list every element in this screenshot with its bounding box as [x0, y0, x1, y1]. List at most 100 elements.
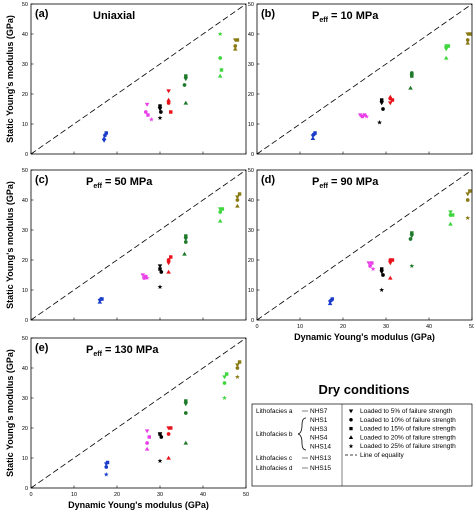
data-point-nhs2 — [381, 107, 385, 111]
data-point-nhs7 — [103, 471, 109, 477]
data-point-nhs14 — [183, 440, 189, 445]
data-point-nhs2 — [159, 435, 164, 439]
panel-b: 0 10 20 30 40 50 (b) Peff = 10 MPa — [248, 2, 473, 158]
data-point-nhs2 — [159, 270, 164, 274]
y-tick-label: 10 — [22, 122, 28, 128]
panel-title: Peff = 90 MPa — [312, 176, 379, 190]
y-tick-label: 0 — [25, 486, 28, 492]
y-tick-label: 30 — [248, 228, 254, 234]
y-tick-label: 0 — [25, 318, 28, 324]
data-point-nhs2 — [158, 432, 162, 436]
data-point-nhs1 — [140, 273, 146, 278]
legend-marker-tri-down — [348, 409, 354, 414]
x-tick-label: 50 — [469, 324, 474, 330]
y-tick-label: 10 — [22, 288, 28, 294]
y-tick-label: 20 — [248, 258, 254, 264]
data-point-nhs13 — [465, 40, 470, 45]
data-point-nhs7 — [327, 301, 333, 306]
data-point-nhs1 — [147, 435, 151, 439]
panel-tag: (a) — [35, 8, 49, 20]
data-point-nhs4 — [218, 210, 223, 214]
equality-line — [30, 337, 247, 489]
y-tick-label: 50 — [22, 2, 28, 8]
data-point-nhs3 — [388, 261, 393, 266]
legend-box — [251, 403, 473, 487]
x-tick-label: 20 — [340, 324, 346, 330]
data-point-nhs2 — [159, 110, 163, 114]
y-tick-label: 40 — [22, 198, 28, 204]
lithofacies-a-label: Lithofacies a — [256, 408, 293, 415]
y-tick-label: 40 — [22, 32, 28, 38]
panel-tag: (e) — [35, 342, 49, 354]
y-axis-title: Static Young's modulus (GPa) — [5, 15, 15, 143]
panel-tag: (b) — [261, 8, 275, 20]
data-point-nhs14 — [182, 251, 187, 256]
data-point-nhs13 — [233, 44, 238, 48]
data-point-nhs1 — [364, 113, 370, 119]
data-point-nhs2 — [381, 273, 385, 277]
data-point-nhs14 — [409, 234, 415, 239]
data-point-nhs7 — [101, 136, 107, 141]
data-point-nhs1 — [144, 102, 150, 107]
data-point-nhs3 — [166, 101, 171, 105]
legend-marker-tri-up — [348, 435, 354, 439]
data-point-nhs14 — [183, 77, 189, 82]
data-point-nhs1 — [144, 446, 150, 451]
data-point-nhs2 — [157, 115, 163, 121]
data-point-nhs2 — [158, 104, 162, 108]
data-point-nhs3 — [166, 269, 171, 274]
legend-sample-nhs4: NHS4 — [310, 435, 328, 442]
data-point-nhs4 — [220, 207, 225, 211]
data-point-nhs7 — [330, 297, 334, 301]
data-point-nhs7 — [97, 299, 103, 304]
data-point-nhs13 — [465, 198, 470, 202]
data-point-nhs2 — [379, 101, 384, 106]
data-point-nhs3 — [388, 101, 393, 106]
y-tick-label: 50 — [248, 168, 254, 174]
data-point-nhs13 — [235, 195, 240, 200]
panel-title: Uniaxial — [93, 10, 135, 22]
data-point-nhs13 — [465, 215, 471, 221]
data-point-nhs13 — [468, 189, 472, 193]
legend-brace — [297, 417, 307, 451]
legend-sample-nhs3: NHS3 — [310, 426, 328, 433]
legend-sample-nhs15: NHS15 — [310, 465, 331, 472]
x-tick-label: 40 — [426, 324, 432, 330]
x-tick-label: 20 — [114, 492, 120, 498]
legend-sample-nhs7: NHS7 — [310, 408, 328, 415]
data-point-nhs7 — [310, 136, 316, 141]
data-point-nhs3 — [388, 94, 393, 99]
data-point-nhs14 — [410, 74, 414, 78]
panels-layer: 0 10 20 30 40 50 (a) Uniaxial Static Young's mod… — [5, 2, 474, 510]
y-tick-label: 30 — [248, 62, 254, 68]
data-point-nhs14 — [184, 74, 188, 78]
y-tick-label: 20 — [22, 258, 28, 264]
x-tick-label: 10 — [297, 324, 303, 330]
data-point-nhs1 — [357, 113, 363, 118]
data-point-nhs3 — [166, 258, 171, 262]
data-point-nhs2 — [157, 107, 163, 112]
panel-title: Peff = 130 MPa — [86, 344, 159, 358]
data-point-nhs4 — [448, 221, 453, 226]
data-point-nhs3 — [169, 255, 173, 259]
lithofacies-b-label: Lithofacies b — [256, 431, 293, 438]
data-point-nhs14 — [183, 237, 189, 242]
x-tick-label: 0 — [255, 324, 258, 330]
panel-title: Peff = 50 MPa — [86, 176, 153, 190]
y-tick-label: 40 — [22, 366, 28, 372]
data-point-nhs7 — [104, 131, 108, 135]
lithofacies-d-label: Lithofacies d — [256, 465, 293, 472]
data-point-nhs1 — [145, 441, 149, 445]
data-point-nhs2 — [379, 267, 384, 271]
data-point-nhs7 — [105, 460, 110, 465]
y-tick-label: 40 — [248, 198, 254, 204]
data-point-nhs4 — [217, 31, 223, 37]
legend-marker-label: Loaded to 20% of failure strength — [360, 434, 456, 441]
y-tick-label: 20 — [248, 92, 254, 98]
legend-marker-star — [348, 443, 354, 449]
data-point-nhs1 — [370, 261, 374, 265]
x-axis-title: Dynamic Young's modulus (GPa) — [68, 500, 209, 510]
legend-marker-label: Loaded to 25% of failure strength — [360, 443, 456, 450]
data-point-nhs13 — [465, 38, 470, 42]
